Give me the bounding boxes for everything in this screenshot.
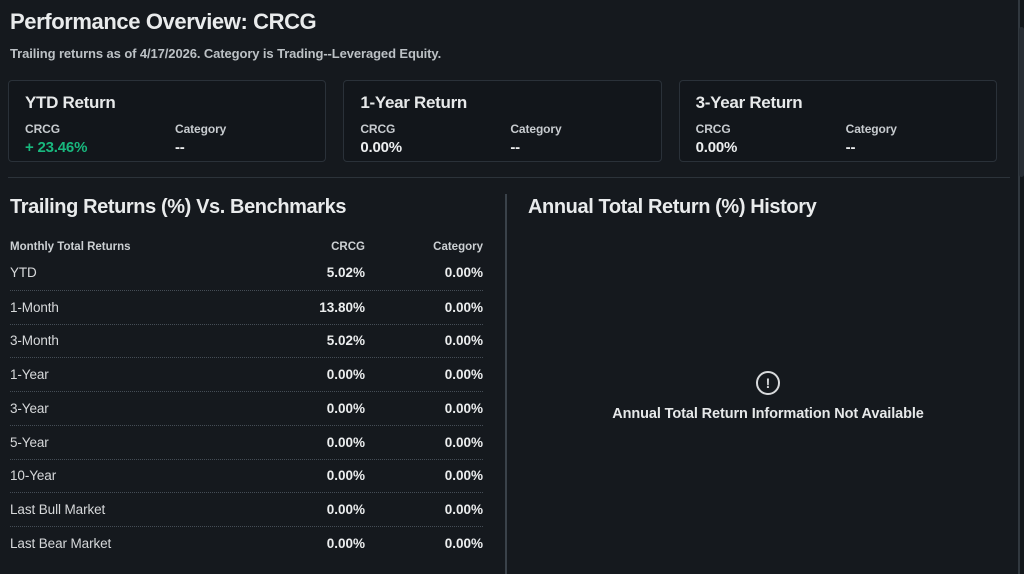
category-label: Category	[175, 122, 227, 136]
row-category-value: 0.00%	[444, 434, 483, 450]
table-row: 3-Month 5.02% 0.00%	[10, 323, 483, 358]
table-row: 5-Year 0.00% 0.00%	[10, 424, 483, 459]
row-period-label: YTD	[10, 265, 37, 281]
card-1-year-return: 1-Year Return CRCG 0.00% Category --	[343, 80, 662, 162]
card-3-year-return: 3-Year Return CRCG 0.00% Category --	[678, 80, 997, 162]
category-value: --	[510, 139, 520, 156]
scrollbar-edge	[1018, 0, 1020, 574]
row-category-value: 0.00%	[444, 468, 483, 484]
annual-history-empty-state: ! Annual Total Return Information Not Av…	[528, 371, 1008, 422]
row-period-label: Last Bear Market	[10, 535, 112, 551]
table-row: Last Bear Market 0.00% 0.00%	[10, 526, 483, 560]
summary-cards-row: YTD Return CRCG + 23.46% Category -- 1-Y…	[8, 80, 997, 162]
section-divider	[8, 177, 1010, 178]
table-row: 1-Year 0.00% 0.00%	[10, 357, 483, 391]
row-category-value: 0.00%	[444, 400, 483, 416]
table-row: 10-Year 0.00% 0.00%	[10, 458, 483, 493]
category-label: Category	[510, 122, 562, 136]
fund-value: + 23.46%	[25, 139, 88, 156]
row-crcg-value: 0.00%	[326, 468, 365, 484]
row-crcg-value: 0.00%	[326, 535, 365, 551]
row-category-value: 0.00%	[444, 367, 483, 383]
panel-divider	[505, 194, 507, 574]
row-category-value: 0.00%	[444, 265, 483, 281]
column-header-crcg: CRCG	[331, 241, 365, 253]
category-value: --	[175, 139, 185, 156]
row-period-label: 1-Year	[10, 367, 49, 383]
scrollbar-thumb[interactable]	[1019, 27, 1024, 177]
row-crcg-value: 0.00%	[326, 502, 365, 518]
page-title: Performance Overview: CRCG	[10, 9, 317, 34]
row-period-label: 3-Year	[10, 400, 49, 416]
row-category-value: 0.00%	[444, 535, 483, 551]
card-title: 3-Year Return	[695, 93, 803, 112]
row-category-value: 0.00%	[444, 502, 483, 518]
table-row: Last Bull Market 0.00% 0.00%	[10, 492, 483, 526]
fund-value: 0.00%	[360, 139, 402, 156]
trailing-returns-table: Monthly Total Returns CRCG Category YTD …	[10, 238, 483, 560]
empty-state-message: Annual Total Return Information Not Avai…	[612, 406, 924, 422]
column-header-category: Category	[433, 241, 483, 253]
row-crcg-value: 0.00%	[326, 434, 365, 450]
row-period-label: 3-Month	[10, 333, 59, 349]
fund-value: 0.00%	[695, 139, 738, 156]
row-category-value: 0.00%	[444, 333, 483, 349]
row-crcg-value: 5.02%	[326, 265, 365, 281]
trailing-returns-panel: Trailing Returns (%) Vs. Benchmarks Mont…	[10, 196, 483, 560]
row-period-label: 5-Year	[10, 434, 49, 450]
row-crcg-value: 0.00%	[326, 400, 365, 416]
category-label: Category	[845, 122, 897, 136]
fund-label: CRCG	[360, 122, 396, 136]
page-subtitle: Trailing returns as of 4/17/2026. Catego…	[10, 46, 442, 61]
card-title: YTD Return	[25, 93, 116, 112]
column-header-period: Monthly Total Returns	[10, 241, 131, 253]
annual-history-title: Annual Total Return (%) History	[528, 196, 817, 218]
scrollbar-track[interactable]	[1018, 0, 1024, 574]
alert-circle-icon: !	[756, 371, 780, 395]
card-ytd-return: YTD Return CRCG + 23.46% Category --	[8, 80, 327, 162]
trailing-returns-title: Trailing Returns (%) Vs. Benchmarks	[10, 196, 347, 218]
category-value: --	[845, 139, 856, 156]
card-title: 1-Year Return	[360, 93, 467, 112]
row-crcg-value: 0.00%	[326, 367, 365, 383]
table-row: 1-Month 13.80% 0.00%	[10, 289, 483, 324]
row-period-label: 10-Year	[10, 468, 57, 484]
fund-label: CRCG	[25, 122, 60, 136]
row-crcg-value: 5.02%	[326, 333, 365, 349]
fund-label: CRCG	[695, 122, 731, 136]
row-category-value: 0.00%	[444, 299, 483, 315]
row-period-label: 1-Month	[10, 299, 59, 315]
row-crcg-value: 13.80%	[319, 299, 365, 315]
table-header-row: Monthly Total Returns CRCG Category	[10, 238, 483, 256]
row-period-label: Last Bull Market	[10, 502, 106, 518]
table-row: 3-Year 0.00% 0.00%	[10, 391, 483, 425]
table-row: YTD 5.02% 0.00%	[10, 256, 483, 290]
